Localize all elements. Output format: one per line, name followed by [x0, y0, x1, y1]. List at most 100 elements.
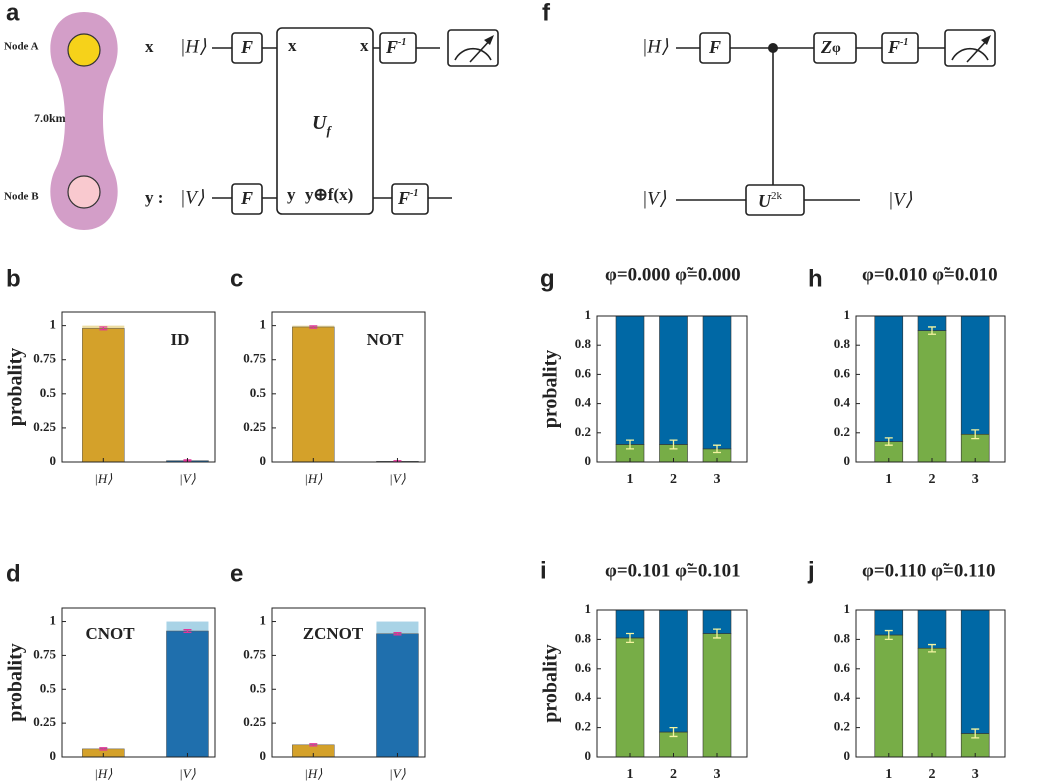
- gate-label: U2k: [758, 190, 783, 212]
- panel-label: c: [230, 265, 243, 292]
- oracle-port: y⊕f(x): [305, 185, 353, 204]
- error-bar: [884, 629, 893, 641]
- error-bar: [713, 444, 721, 454]
- oracle-port: y: [287, 185, 296, 204]
- x-tick-label: 3: [972, 767, 979, 782]
- gate-label: F-1: [385, 37, 406, 57]
- y-tick-label: 0.4: [575, 395, 592, 410]
- y-tick-label: 0.2: [575, 719, 591, 734]
- y-tick-label: 0.25: [33, 419, 56, 434]
- gate-label: F: [708, 37, 721, 57]
- wire-label: y :: [145, 188, 163, 207]
- y-tick-label: 0.6: [575, 660, 592, 675]
- x-tick-label: 2: [670, 472, 677, 487]
- y-tick-label: 1: [260, 317, 267, 332]
- y-tick-label: 0.2: [575, 424, 591, 439]
- y-tick-label: 0.25: [33, 714, 56, 729]
- bar: [292, 326, 335, 463]
- gate: [391, 183, 429, 215]
- panel-label: i: [540, 557, 547, 584]
- gate: [881, 32, 919, 64]
- x-tick-label: |V⟩: [179, 766, 196, 781]
- node-label: Node B: [4, 191, 39, 203]
- plot-frame: [596, 315, 748, 463]
- x-tick-label: |V⟩: [389, 766, 406, 781]
- annotation: ZCNOT: [303, 624, 364, 643]
- panel-label: h: [808, 265, 823, 292]
- bar-segment: [615, 315, 645, 445]
- bar-segment: [917, 609, 947, 649]
- y-axis-label: probality: [5, 348, 27, 427]
- x-tick-label: 2: [928, 472, 935, 487]
- panel-label: g: [540, 265, 555, 292]
- gate-label: F: [240, 188, 253, 208]
- error-bar: [99, 326, 108, 331]
- y-tick-label: 0.75: [243, 351, 266, 366]
- y-tick-label: 1: [50, 317, 57, 332]
- node-a: [67, 33, 101, 67]
- y-axis-label: probality: [5, 643, 27, 722]
- state: |V⟩: [888, 189, 913, 210]
- y-tick-label: 0.6: [834, 365, 851, 380]
- error-bar: [309, 325, 318, 329]
- y-tick-label: 0: [50, 748, 57, 763]
- gate-label: F: [240, 37, 253, 57]
- error-bar: [713, 628, 721, 639]
- y-tick-label: 0.25: [243, 419, 266, 434]
- y-tick-label: 0: [585, 748, 592, 763]
- meter: [447, 29, 499, 67]
- error-bar: [309, 743, 318, 747]
- error-bar: [99, 747, 108, 751]
- y-tick-label: 1: [585, 601, 592, 616]
- y-axis-label: probality: [540, 350, 562, 429]
- y-tick-label: 0: [260, 748, 267, 763]
- panel-label: f: [542, 0, 551, 26]
- plot-frame: [61, 607, 216, 758]
- bar: [376, 633, 419, 758]
- y-tick-label: 0.6: [834, 660, 851, 675]
- panel-f: f |H⟩ |V⟩ |V⟩ F Zφ F-1 U2k: [542, 0, 996, 216]
- gate-label: F-1: [887, 37, 908, 57]
- y-tick-label: 0: [50, 453, 57, 468]
- y-tick-label: 0.5: [250, 385, 267, 400]
- bar-segment: [702, 633, 732, 758]
- gate: [231, 32, 263, 64]
- gate: [745, 184, 805, 216]
- error-bar: [626, 632, 634, 643]
- y-tick-label: 0.4: [575, 689, 592, 704]
- x-tick-label: 1: [885, 472, 892, 487]
- distance: 7.0km: [34, 111, 66, 125]
- y-tick-label: 0.2: [834, 424, 850, 439]
- panel-label: j: [807, 557, 815, 584]
- x-tick-label: 3: [714, 767, 721, 782]
- meter: [944, 29, 996, 67]
- y-tick-label: 0.5: [250, 680, 267, 695]
- x-tick-label: 3: [714, 472, 721, 487]
- y-tick-label: 0.4: [834, 395, 851, 410]
- plot-frame: [855, 315, 1006, 463]
- x-tick-label: |H⟩: [304, 471, 322, 486]
- bar-segment: [874, 634, 904, 758]
- x-tick-label: |V⟩: [179, 471, 196, 486]
- chart-title: φ=0.101 φ̃=0.101: [605, 560, 741, 581]
- error-bar: [971, 728, 980, 739]
- bar-segment: [960, 609, 990, 734]
- oracle-box: [276, 27, 374, 215]
- annotation: NOT: [367, 330, 405, 349]
- gate: [699, 32, 731, 64]
- error-bar: [971, 429, 980, 440]
- plot-frame: [61, 311, 216, 463]
- x-tick-label: 1: [627, 472, 634, 487]
- y-tick-label: 0.4: [834, 689, 851, 704]
- x-tick-label: |H⟩: [94, 766, 112, 781]
- plot-frame: [855, 609, 1006, 758]
- error-bar: [927, 643, 936, 653]
- oracle-port: x: [360, 36, 369, 55]
- control-dot: [768, 43, 778, 53]
- error-bar: [927, 326, 936, 335]
- x-tick-label: 2: [928, 767, 935, 782]
- bar: [166, 630, 209, 758]
- state: |H⟩: [180, 36, 207, 57]
- plot-frame: [271, 311, 426, 463]
- node-label: Node A: [4, 41, 39, 53]
